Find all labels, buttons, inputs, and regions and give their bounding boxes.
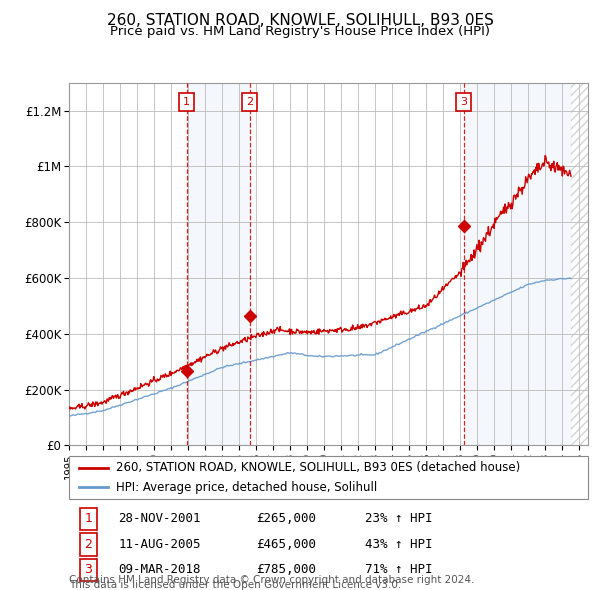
- Text: £465,000: £465,000: [256, 537, 316, 551]
- Bar: [187, 83, 250, 445]
- Text: 3: 3: [460, 97, 467, 107]
- Text: HPI: Average price, detached house, Solihull: HPI: Average price, detached house, Soli…: [116, 481, 377, 494]
- Text: 09-MAR-2018: 09-MAR-2018: [118, 563, 201, 576]
- Bar: [571, 83, 588, 445]
- Text: 28-NOV-2001: 28-NOV-2001: [118, 512, 201, 525]
- Text: 1: 1: [84, 512, 92, 525]
- Text: 2: 2: [84, 537, 92, 551]
- Text: 43% ↑ HPI: 43% ↑ HPI: [365, 537, 433, 551]
- Text: 2: 2: [246, 97, 253, 107]
- Text: 3: 3: [84, 563, 92, 576]
- Text: £265,000: £265,000: [256, 512, 316, 525]
- Text: Price paid vs. HM Land Registry's House Price Index (HPI): Price paid vs. HM Land Registry's House …: [110, 25, 490, 38]
- Text: 11-AUG-2005: 11-AUG-2005: [118, 537, 201, 551]
- Text: 260, STATION ROAD, KNOWLE, SOLIHULL, B93 0ES (detached house): 260, STATION ROAD, KNOWLE, SOLIHULL, B93…: [116, 461, 520, 474]
- Text: £785,000: £785,000: [256, 563, 316, 576]
- Text: 71% ↑ HPI: 71% ↑ HPI: [365, 563, 433, 576]
- Bar: [464, 83, 571, 445]
- Text: 260, STATION ROAD, KNOWLE, SOLIHULL, B93 0ES: 260, STATION ROAD, KNOWLE, SOLIHULL, B93…: [107, 13, 493, 28]
- Text: 1: 1: [183, 97, 190, 107]
- Text: Contains HM Land Registry data © Crown copyright and database right 2024.: Contains HM Land Registry data © Crown c…: [69, 575, 475, 585]
- Bar: [571, 83, 588, 445]
- Text: This data is licensed under the Open Government Licence v3.0.: This data is licensed under the Open Gov…: [69, 580, 401, 590]
- Text: 23% ↑ HPI: 23% ↑ HPI: [365, 512, 433, 525]
